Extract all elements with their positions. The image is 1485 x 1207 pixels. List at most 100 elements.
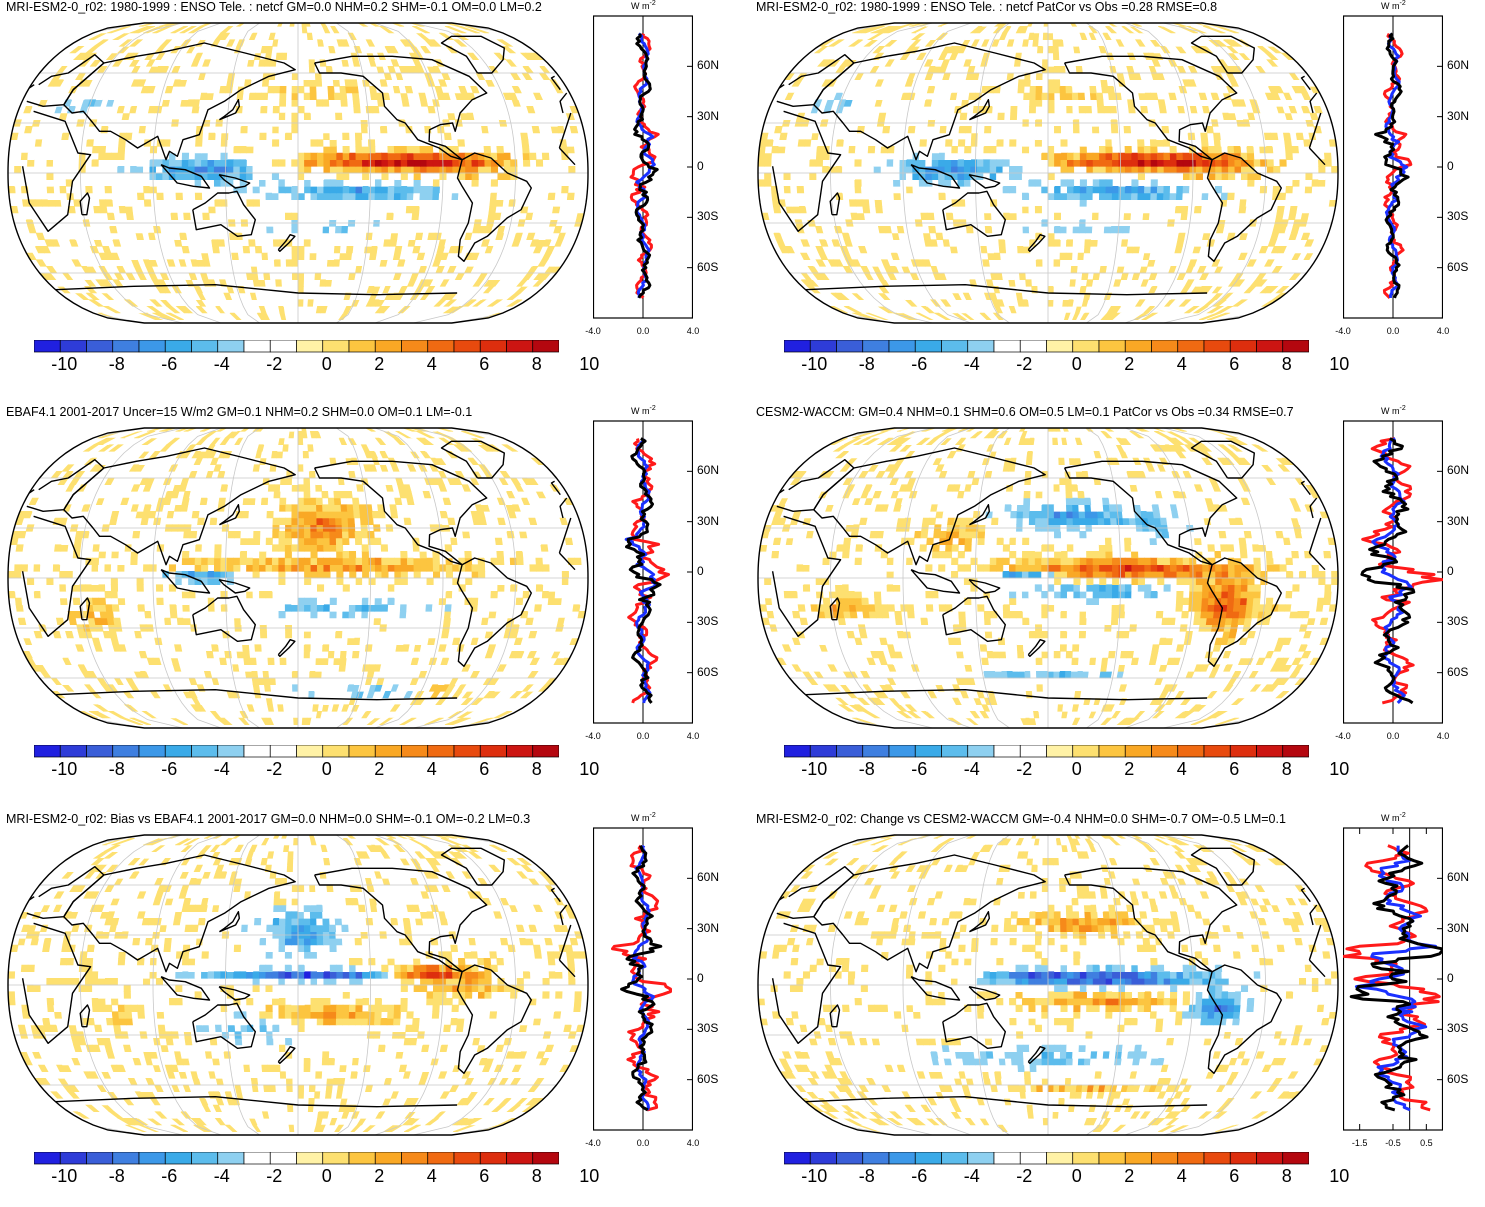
colorbar-swatch bbox=[1020, 340, 1046, 352]
colorbar-swatch bbox=[810, 340, 836, 352]
colorbar-swatch bbox=[428, 340, 454, 352]
colorbar-swatch bbox=[533, 340, 559, 352]
zonal-x-tick-label: 0.0 bbox=[1387, 326, 1400, 336]
colorbar-label: 6 bbox=[1229, 1166, 1239, 1187]
colorbar-swatch bbox=[1283, 745, 1309, 757]
colorbar-swatch bbox=[1230, 340, 1256, 352]
latitude-label: 0 bbox=[697, 159, 704, 173]
colorbar-swatch bbox=[270, 745, 296, 757]
colorbar-label: -2 bbox=[266, 759, 282, 780]
colorbar-label: 10 bbox=[1329, 1166, 1349, 1187]
zonal-x-tick-label: -1.5 bbox=[1352, 1138, 1368, 1148]
colorbar-label: 4 bbox=[1177, 354, 1187, 375]
colorbar bbox=[34, 745, 559, 759]
colorbar-swatch bbox=[428, 1152, 454, 1164]
colorbar-label: -8 bbox=[109, 354, 125, 375]
colorbar-swatch bbox=[192, 745, 218, 757]
colorbar-swatch bbox=[165, 340, 191, 352]
colorbar-swatch bbox=[1099, 1152, 1125, 1164]
colorbar-label: -10 bbox=[801, 354, 827, 375]
colorbar-swatch bbox=[1125, 1152, 1151, 1164]
colorbar-swatch bbox=[994, 340, 1020, 352]
colorbar-swatch bbox=[863, 745, 889, 757]
colorbar-label: -10 bbox=[801, 759, 827, 780]
colorbar-swatch bbox=[165, 745, 191, 757]
colorbar-label: -8 bbox=[109, 759, 125, 780]
colorbar-swatch bbox=[837, 1152, 863, 1164]
colorbar-label: -4 bbox=[214, 354, 230, 375]
colorbar-label: 8 bbox=[1282, 1166, 1292, 1187]
latitude-label: 60N bbox=[1447, 463, 1469, 477]
zonal-x-tick-label: 0.0 bbox=[637, 1138, 650, 1148]
colorbar-label: 0 bbox=[1072, 759, 1082, 780]
colorbar-label: -6 bbox=[911, 354, 927, 375]
unit-exp: -2 bbox=[1400, 0, 1406, 7]
colorbar-swatch bbox=[533, 745, 559, 757]
colorbar-label: 10 bbox=[579, 1166, 599, 1187]
colorbar-label: 4 bbox=[427, 759, 437, 780]
robinson-map bbox=[752, 832, 1344, 1138]
robinson-map bbox=[752, 20, 1344, 326]
colorbar-swatch bbox=[480, 1152, 506, 1164]
colorbar-swatch bbox=[113, 340, 139, 352]
colorbar-swatch bbox=[810, 1152, 836, 1164]
colorbar-label: -2 bbox=[1016, 759, 1032, 780]
colorbar-swatch bbox=[60, 340, 86, 352]
zonal-x-tick-label: 4.0 bbox=[687, 1138, 700, 1148]
unit-base: W m bbox=[631, 813, 650, 823]
colorbar-label: 8 bbox=[532, 354, 542, 375]
colorbar-label: -4 bbox=[964, 1166, 980, 1187]
colorbar-swatch bbox=[34, 1152, 60, 1164]
colorbar-label: 6 bbox=[479, 759, 489, 780]
latitude-label: 0 bbox=[697, 564, 704, 578]
colorbar-label: -2 bbox=[266, 354, 282, 375]
zonal-line-total bbox=[622, 846, 661, 1110]
colorbar-swatch bbox=[784, 340, 810, 352]
colorbar-label: -10 bbox=[51, 759, 77, 780]
colorbar-swatch bbox=[1125, 745, 1151, 757]
unit-base: W m bbox=[1381, 813, 1400, 823]
latitude-label: 0 bbox=[1447, 159, 1454, 173]
colorbar-swatch bbox=[994, 745, 1020, 757]
colorbar-swatch bbox=[218, 340, 244, 352]
colorbar-swatch bbox=[480, 340, 506, 352]
panel-title: MRI-ESM2-0_r02: Change vs CESM2-WACCM GM… bbox=[756, 812, 1286, 826]
colorbar-swatch bbox=[454, 745, 480, 757]
colorbar-swatch bbox=[375, 1152, 401, 1164]
colorbar-swatch bbox=[1099, 745, 1125, 757]
colorbar-label: 6 bbox=[479, 1166, 489, 1187]
unit-exp: -2 bbox=[1400, 405, 1406, 412]
panel-title: EBAF4.1 2001-2017 Uncer=15 W/m2 GM=0.1 N… bbox=[6, 405, 472, 419]
panel-6: MRI-ESM2-0_r02: Change vs CESM2-WACCM GM… bbox=[750, 812, 1485, 1207]
colorbar-swatch bbox=[863, 340, 889, 352]
colorbar-label: 0 bbox=[322, 759, 332, 780]
zonal-x-tick-label: 4.0 bbox=[687, 731, 700, 741]
colorbar-swatch bbox=[34, 745, 60, 757]
colorbar-swatch bbox=[375, 745, 401, 757]
colorbar-label: 0 bbox=[322, 1166, 332, 1187]
zonal-unit-label: W m-2 bbox=[631, 405, 656, 416]
colorbar-swatch bbox=[402, 745, 428, 757]
colorbar-swatch bbox=[1099, 340, 1125, 352]
robinson-map bbox=[2, 20, 594, 326]
colorbar-swatch bbox=[968, 340, 994, 352]
colorbar-label: -10 bbox=[51, 1166, 77, 1187]
colorbar-swatch bbox=[297, 340, 323, 352]
colorbar-swatch bbox=[1283, 340, 1309, 352]
colorbar-swatch bbox=[889, 340, 915, 352]
zonal-unit-label: W m-2 bbox=[631, 0, 656, 11]
colorbar-swatch bbox=[480, 745, 506, 757]
colorbar-swatch bbox=[192, 340, 218, 352]
latitude-label: 60S bbox=[1447, 260, 1468, 274]
colorbar-label: 4 bbox=[427, 1166, 437, 1187]
colorbar-swatch bbox=[87, 340, 113, 352]
latitude-label: 30S bbox=[1447, 1021, 1468, 1035]
colorbar-swatch bbox=[323, 340, 349, 352]
colorbar-swatch bbox=[60, 1152, 86, 1164]
colorbar-label: 8 bbox=[1282, 354, 1292, 375]
colorbar-label: -10 bbox=[801, 1166, 827, 1187]
colorbar-swatch bbox=[507, 340, 533, 352]
colorbar-label: 10 bbox=[1329, 354, 1349, 375]
colorbar-label: -6 bbox=[911, 1166, 927, 1187]
colorbar-label: 4 bbox=[1177, 759, 1187, 780]
